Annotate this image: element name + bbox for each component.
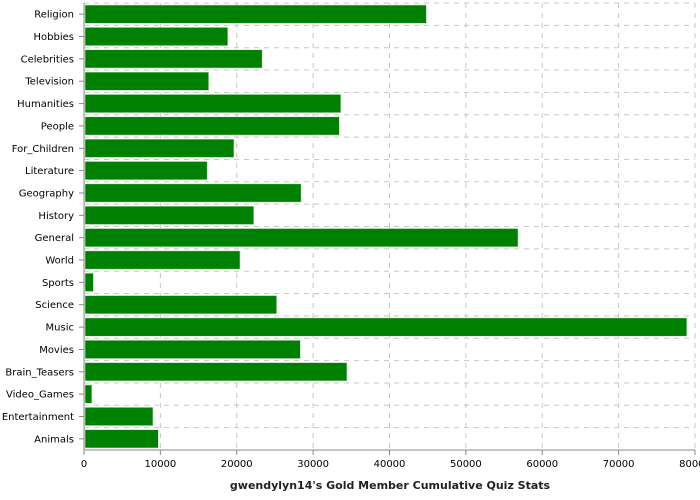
category-label-science: Science — [35, 300, 74, 311]
x-tick-label-20000: 20000 — [221, 459, 253, 470]
bar-humanities — [84, 94, 342, 114]
x-axis-title: gwendylyn14's Gold Member Cumulative Qui… — [230, 479, 551, 492]
category-label-for_children: For_Children — [12, 144, 74, 155]
bar-general — [84, 228, 519, 248]
bar-movies — [84, 339, 301, 359]
category-label-religion: Religion — [34, 10, 74, 21]
category-label-video_games: Video_Games — [6, 390, 74, 401]
grid-layer — [83, 2, 696, 451]
x-tick-label-80000: 80000 — [679, 459, 700, 470]
x-tick-label-50000: 50000 — [450, 459, 482, 470]
category-label-celebrities: Celebrities — [21, 54, 74, 65]
x-tick-label-60000: 60000 — [526, 459, 558, 470]
bar-brain_teasers — [84, 362, 348, 382]
axis-layer — [79, 3, 696, 455]
bar-television — [84, 71, 210, 91]
bar-religion — [84, 4, 427, 24]
bar-people — [84, 116, 340, 136]
category-label-history: History — [38, 211, 74, 222]
bars-layer — [84, 4, 688, 449]
x-tick-label-30000: 30000 — [297, 459, 329, 470]
bar-history — [84, 205, 255, 225]
category-label-geography: Geography — [19, 188, 74, 199]
x-tick-label-70000: 70000 — [603, 459, 635, 470]
category-label-brain_teasers: Brain_Teasers — [5, 367, 74, 378]
category-label-humanities: Humanities — [17, 99, 74, 110]
category-label-television: Television — [24, 77, 74, 88]
category-label-people: People — [41, 121, 74, 132]
bar-world — [84, 250, 241, 270]
category-label-literature: Literature — [25, 166, 74, 177]
x-tick-label-40000: 40000 — [374, 459, 406, 470]
bar-animals — [84, 429, 159, 449]
x-tick-label-10000: 10000 — [144, 459, 176, 470]
labels-layer: Religion Hobbies Celebrities Television Huma… — [2, 10, 700, 470]
category-label-movies: Movies — [39, 345, 74, 356]
bar-entertainment — [84, 407, 154, 426]
category-label-hobbies: Hobbies — [34, 32, 74, 43]
bar-celebrities — [84, 49, 263, 69]
bar-hobbies — [84, 27, 229, 46]
category-label-music: Music — [46, 323, 74, 334]
category-label-general: General — [35, 233, 74, 244]
bar-for_children — [84, 138, 235, 158]
bar-science — [84, 295, 278, 315]
category-label-sports: Sports — [42, 278, 74, 289]
bar-music — [84, 317, 688, 337]
category-label-world: World — [45, 256, 74, 267]
bar-literature — [84, 161, 208, 181]
category-label-entertainment: Entertainment — [2, 412, 74, 423]
bar-video_games — [84, 384, 93, 404]
x-tick-label-0: 0 — [81, 459, 87, 470]
bar-geography — [84, 183, 302, 203]
category-label-animals: Animals — [34, 434, 74, 445]
bar-sports — [84, 272, 94, 292]
